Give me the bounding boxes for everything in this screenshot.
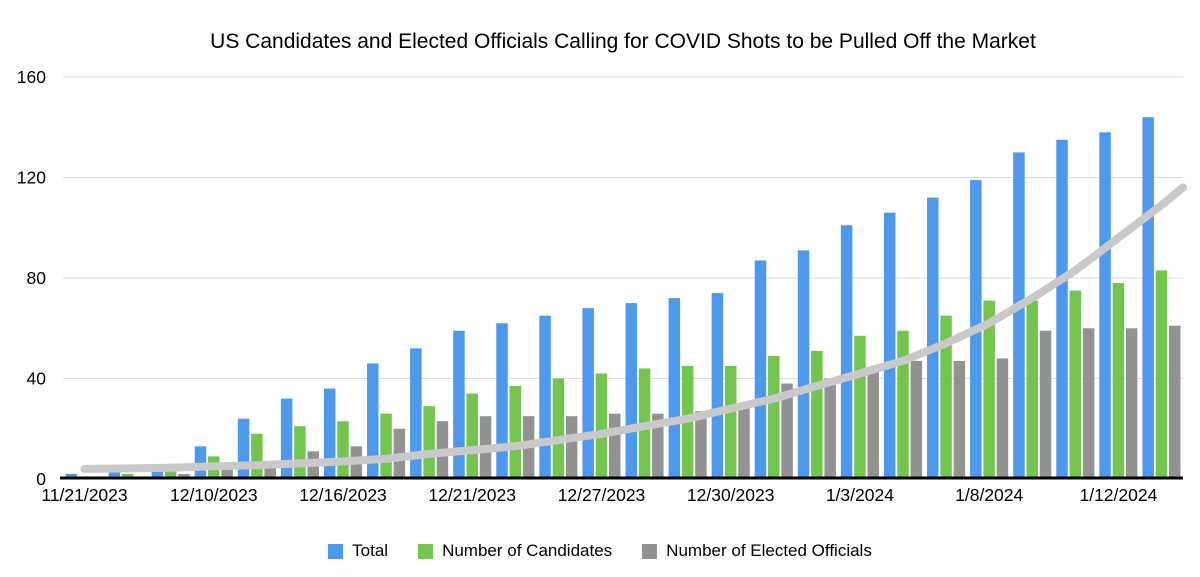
legend-label-officials: Number of Elected Officials [666,541,872,560]
bar-total [108,471,121,479]
bar-candidates [294,426,306,479]
bar-candidates [380,413,392,480]
bar-total [280,398,293,479]
bar-candidates [897,330,909,479]
bar-total [194,446,207,479]
bar-total [237,418,250,479]
x-tick-label: 11/21/2023 [41,485,127,505]
x-tick-label: 1/8/2024 [955,485,1023,505]
bar-total [1056,139,1068,479]
bar-candidates [1026,300,1038,479]
bar-total [323,388,336,479]
bar-total [1013,152,1025,480]
bar-total [840,225,853,479]
bar-candidates [251,433,263,479]
bar-total [539,315,551,479]
bar-candidates [466,393,478,479]
bar-candidates [1155,270,1168,479]
legend-item-total: Total [328,541,388,561]
bar-total [582,308,594,479]
bar-candidates [724,365,737,479]
bar-candidates [854,335,866,479]
bar-candidates [811,350,823,479]
bar-chart: 0 40 80 120 160 11/21/2023 12/10/2023 12/16/202… [17,67,1187,505]
bar-officials [221,468,233,479]
bar-total [453,330,465,479]
bar-candidates [768,355,780,479]
chart-legend: Total Number of Candidates Number of Ele… [0,541,1200,561]
x-tick-label: 12/16/2023 [299,485,387,505]
x-tick-label: 12/27/2023 [558,485,646,505]
bar-candidates [1069,290,1082,479]
bar-total [496,323,508,480]
legend-swatch-officials-icon [642,543,658,559]
bar-total [797,250,810,479]
bar-candidates [595,373,608,480]
legend-item-candidates: Number of Candidates [418,541,612,561]
x-tick-label: 12/21/2023 [428,485,516,505]
bar-officials [652,413,664,480]
bar-officials [1039,330,1052,479]
bar-officials [910,360,923,479]
bar-candidates [121,473,134,480]
bar-officials [996,358,1009,479]
bar-candidates [1112,283,1125,479]
bar-officials [178,473,190,480]
bar-total [927,197,939,479]
bar-officials [781,383,793,479]
x-tick-label: 12/30/2023 [687,485,775,505]
bar-officials [695,411,707,479]
chart-title: US Candidates and Elected Officials Call… [210,30,1036,53]
x-tick-label: 1/12/2024 [1079,485,1157,505]
bar-candidates [509,386,522,479]
bar-officials [609,413,621,480]
legend-item-officials: Number of Elected Officials [642,541,872,561]
bar-total [367,363,379,480]
y-tick-label: 120 [17,168,46,188]
bar-officials [867,368,879,479]
bar-officials [264,463,276,480]
bar-officials [1169,325,1181,479]
bar-total [1142,117,1154,479]
bar-total [151,466,164,479]
legend-label-candidates: Number of Candidates [442,541,613,560]
trendline [80,183,1187,473]
y-tick-label: 0 [36,469,46,489]
bar-total [65,473,77,480]
bar-candidates [423,406,435,479]
x-tick-label: 12/10/2023 [170,485,258,505]
bar-officials [953,360,966,479]
bar-officials [824,378,836,479]
bar-total [410,348,422,479]
bar-candidates [164,471,177,479]
x-tick-label: 1/3/2024 [826,485,894,505]
bar-officials [1082,328,1095,479]
bar-total [754,260,767,479]
bar-total [883,212,896,480]
bar-officials [738,406,750,479]
bar-candidates [552,378,565,479]
legend-label-total: Total [352,541,389,560]
legend-swatch-candidates-icon [418,543,434,559]
bar-total [625,303,637,480]
bar-candidates [940,315,952,479]
bar-officials [565,416,578,479]
y-tick-label: 160 [17,67,46,87]
y-tick-label: 80 [27,268,47,288]
bar-total [1099,132,1111,479]
bar-officials [1125,328,1138,479]
y-tick-label: 40 [27,369,47,389]
bar-total [668,298,681,479]
bar-candidates [983,300,995,479]
bar-total [711,293,724,479]
bar-candidates [337,421,349,479]
legend-swatch-total-icon [328,543,344,559]
